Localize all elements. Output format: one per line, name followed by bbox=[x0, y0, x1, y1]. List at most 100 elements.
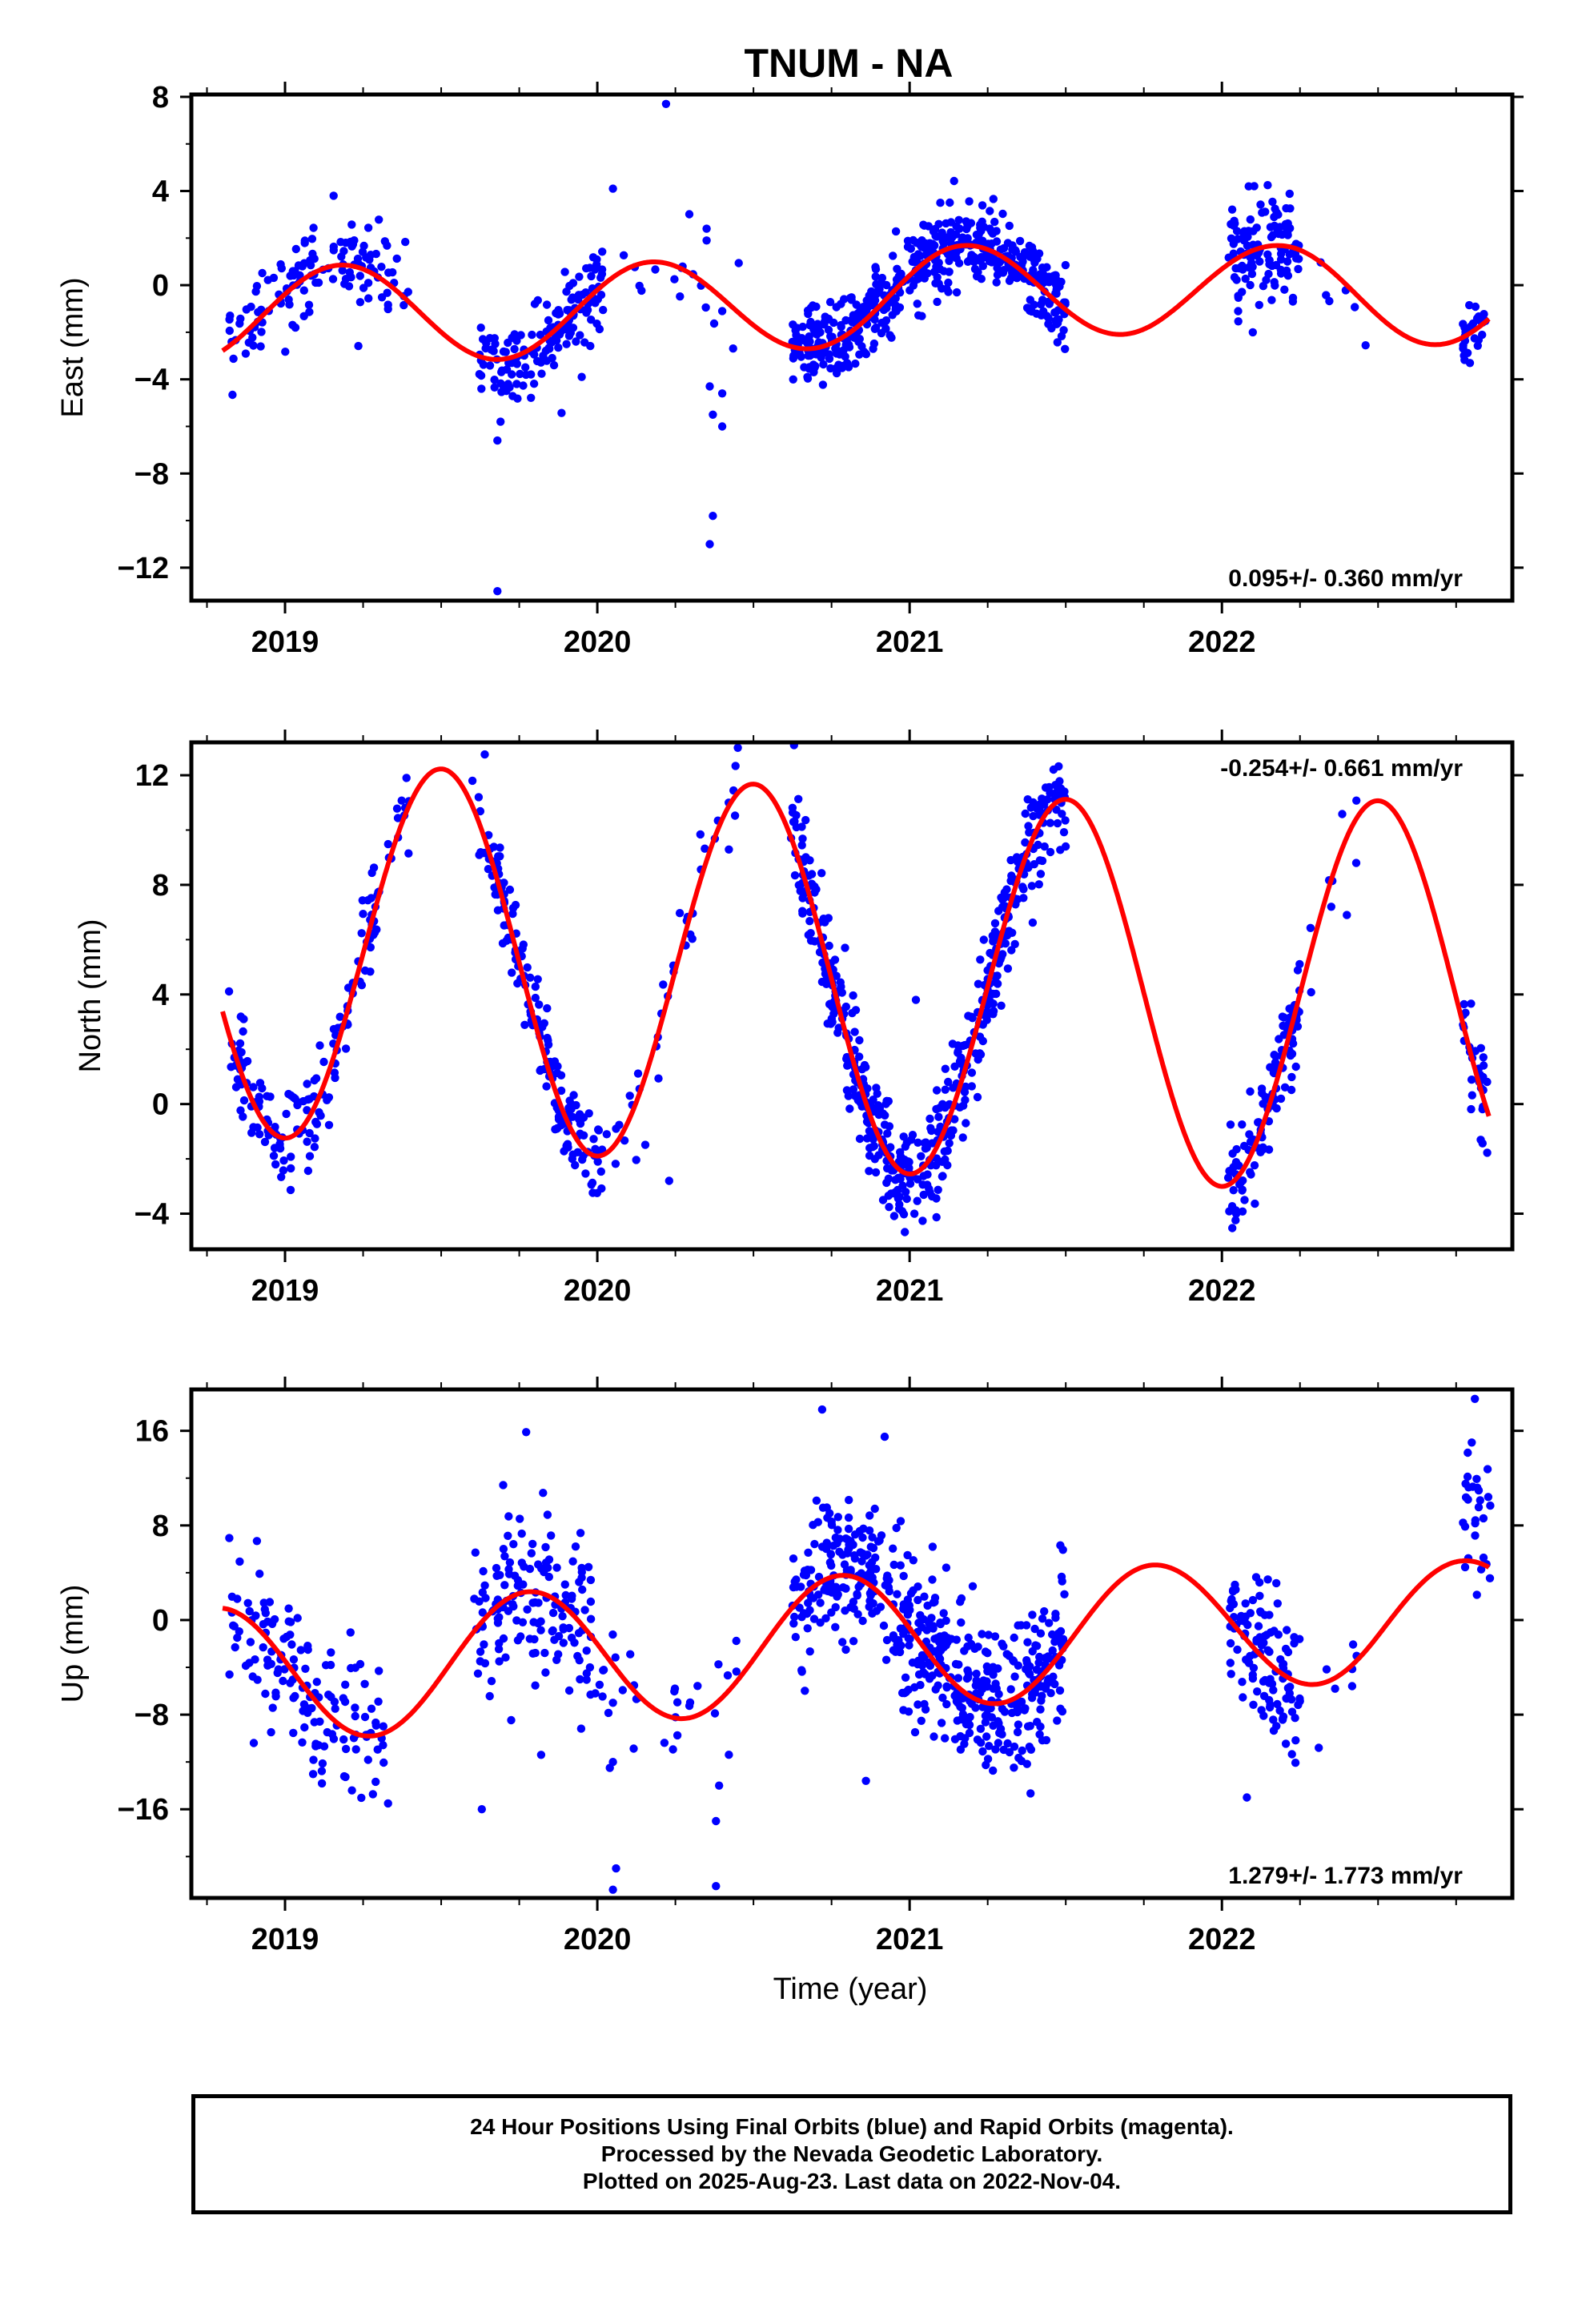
data-point bbox=[1247, 269, 1257, 279]
data-point bbox=[916, 1610, 925, 1620]
data-point bbox=[251, 1655, 259, 1664]
data-point bbox=[1019, 885, 1028, 894]
data-point bbox=[1272, 1578, 1281, 1588]
data-point bbox=[920, 1592, 929, 1601]
data-point bbox=[1005, 1747, 1014, 1757]
data-point bbox=[1040, 842, 1049, 851]
data-point bbox=[531, 993, 540, 1003]
data-point bbox=[955, 224, 964, 233]
data-point bbox=[801, 815, 810, 825]
data-point bbox=[1273, 1699, 1282, 1709]
data-point bbox=[831, 1602, 840, 1612]
data-point bbox=[1238, 1120, 1247, 1129]
data-point bbox=[285, 300, 294, 309]
panel-1: 8 4 0 −4 −8 −12 2019 2020 2021 2022 East (mm) 0.095… bbox=[56, 81, 1524, 659]
data-point bbox=[494, 1645, 504, 1654]
y-tick-label: 0 bbox=[152, 1604, 169, 1638]
data-point bbox=[496, 852, 504, 861]
data-point bbox=[1005, 927, 1014, 935]
data-point bbox=[637, 286, 646, 296]
x-tick-label: 2019 bbox=[251, 1923, 319, 1956]
data-point bbox=[798, 834, 807, 843]
data-point bbox=[521, 370, 531, 380]
data-point bbox=[1033, 804, 1042, 814]
data-point bbox=[855, 1526, 865, 1536]
footer-line-1: 24 Hour Positions Using Final Orbits (bl… bbox=[470, 2114, 1234, 2139]
data-point bbox=[235, 319, 244, 328]
data-point bbox=[291, 323, 300, 332]
data-point bbox=[965, 197, 974, 206]
data-point bbox=[1307, 987, 1315, 997]
data-point bbox=[588, 253, 598, 262]
data-point bbox=[585, 263, 594, 272]
data-point bbox=[1021, 838, 1030, 847]
data-point bbox=[938, 1693, 947, 1703]
x-tick-label: 2019 bbox=[251, 1274, 319, 1308]
data-point bbox=[1228, 1224, 1237, 1232]
data-point bbox=[535, 1000, 544, 1009]
data-point bbox=[527, 1549, 536, 1558]
data-point bbox=[792, 331, 801, 340]
data-point bbox=[1030, 1624, 1039, 1634]
y-tick-label: −4 bbox=[135, 364, 169, 397]
data-point bbox=[939, 1634, 948, 1644]
data-point bbox=[873, 1089, 881, 1098]
data-point bbox=[364, 294, 373, 303]
data-point bbox=[476, 1647, 485, 1656]
data-point bbox=[500, 1552, 509, 1561]
data-point bbox=[544, 1572, 553, 1582]
data-point bbox=[919, 1190, 928, 1200]
data-point bbox=[935, 1655, 945, 1663]
data-point bbox=[1460, 1562, 1470, 1572]
data-point bbox=[880, 1120, 889, 1129]
data-point bbox=[580, 338, 589, 347]
data-point bbox=[354, 341, 363, 351]
data-point bbox=[895, 1647, 905, 1657]
data-point bbox=[1010, 1763, 1018, 1772]
data-point-outlier bbox=[249, 1739, 259, 1747]
data-point bbox=[938, 228, 946, 237]
data-point bbox=[1007, 946, 1016, 955]
data-point bbox=[620, 1136, 629, 1145]
data-point bbox=[379, 1758, 388, 1767]
data-point-outlier bbox=[536, 1751, 546, 1759]
data-point bbox=[994, 1690, 1003, 1699]
data-point bbox=[1051, 1635, 1061, 1644]
data-point bbox=[891, 301, 901, 311]
data-point bbox=[265, 1598, 275, 1606]
data-point bbox=[1338, 810, 1347, 818]
data-point bbox=[1013, 858, 1022, 866]
data-point bbox=[576, 331, 584, 340]
data-point bbox=[359, 910, 367, 919]
data-point bbox=[1248, 328, 1258, 337]
data-point bbox=[1468, 1438, 1476, 1447]
data-point bbox=[242, 305, 251, 314]
data-point bbox=[560, 267, 569, 276]
data-point bbox=[357, 929, 366, 938]
data-point bbox=[1035, 1730, 1044, 1739]
data-point bbox=[582, 1647, 591, 1655]
data-point bbox=[255, 1079, 265, 1088]
data-point bbox=[552, 1655, 561, 1664]
data-point bbox=[978, 201, 987, 210]
data-point-outlier bbox=[717, 422, 727, 431]
data-point bbox=[485, 1691, 494, 1701]
data-point bbox=[1274, 1630, 1283, 1639]
data-point bbox=[797, 1666, 806, 1675]
data-point bbox=[849, 1540, 857, 1550]
data-point bbox=[311, 1117, 320, 1127]
data-point bbox=[531, 1598, 540, 1607]
data-point bbox=[987, 227, 996, 236]
data-point bbox=[696, 830, 705, 839]
data-point bbox=[869, 1141, 879, 1151]
data-point bbox=[857, 342, 866, 351]
data-point bbox=[575, 1656, 584, 1665]
data-point bbox=[1227, 1202, 1237, 1211]
data-point-outlier bbox=[1343, 911, 1351, 919]
data-point bbox=[990, 217, 999, 227]
data-point bbox=[936, 199, 945, 207]
data-point bbox=[487, 1677, 496, 1686]
data-point bbox=[392, 804, 402, 813]
data-point bbox=[260, 1605, 269, 1614]
data-point bbox=[710, 1709, 720, 1718]
